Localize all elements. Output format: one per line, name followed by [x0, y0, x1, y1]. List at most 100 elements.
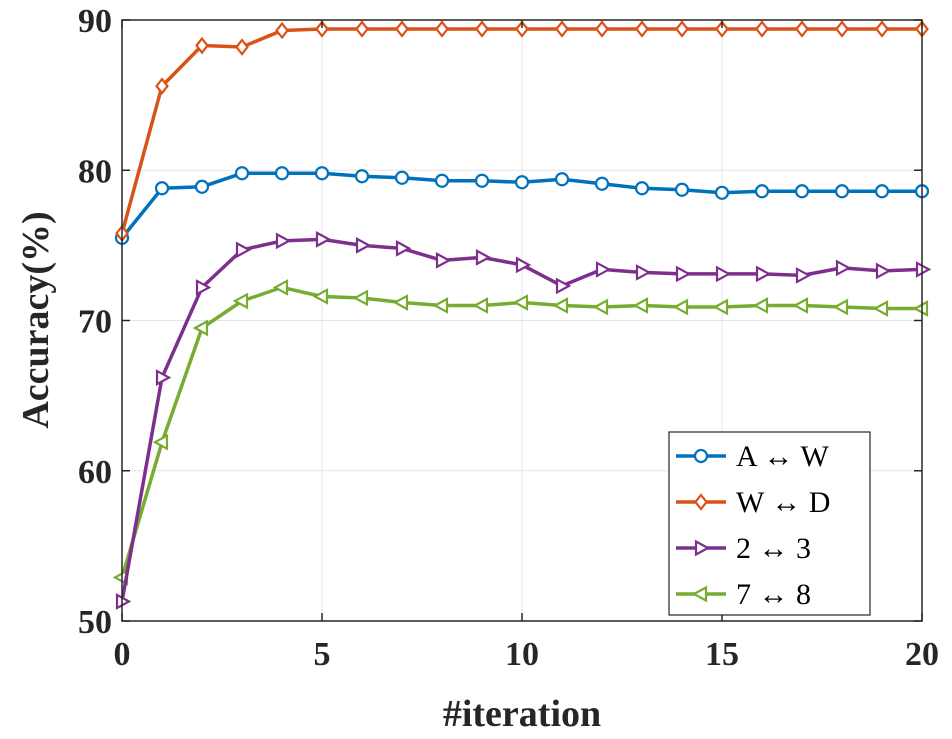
legend-label: A ↔ W: [736, 440, 829, 473]
data-point: [875, 20, 889, 38]
data-point: [754, 184, 770, 199]
data-point: [474, 173, 490, 188]
data-point: [315, 20, 329, 38]
series-2: [115, 231, 932, 610]
data-point: [355, 237, 372, 254]
data-point: [115, 593, 132, 610]
data-point: [792, 297, 809, 314]
data-point: [435, 252, 452, 269]
x-tick-label: 20: [905, 636, 939, 673]
series-layer: [112, 20, 932, 610]
data-point: [595, 261, 612, 278]
y-tick-label: 90: [78, 3, 112, 40]
legend-label: 7 ↔ 8: [736, 578, 811, 611]
data-point: [475, 249, 492, 266]
data-point: [194, 179, 210, 194]
data-point: [834, 184, 850, 199]
legend-label: 2 ↔ 3: [736, 532, 811, 565]
data-point: [274, 166, 290, 181]
data-point: [675, 20, 689, 38]
data-point: [434, 173, 450, 188]
data-point: [875, 262, 892, 280]
x-axis-label: #iteration: [443, 693, 601, 735]
data-point: [795, 267, 812, 284]
data-point: [592, 298, 609, 316]
legend: A ↔ W W ↔ D 2 ↔ 3 7 ↔ 8: [668, 431, 871, 616]
data-point: [715, 20, 729, 38]
data-point: [155, 77, 169, 95]
data-point: [874, 184, 890, 199]
data-point: [555, 20, 569, 38]
data-point: [715, 265, 732, 283]
data-point: [515, 256, 532, 274]
data-point: [232, 292, 249, 310]
data-point: [275, 21, 289, 40]
series-0: [114, 166, 930, 245]
data-point: [394, 170, 410, 185]
data-point: [235, 241, 252, 259]
data-point: [512, 294, 529, 311]
x-tick-label: 0: [114, 636, 131, 673]
legend-item: A ↔ W: [676, 440, 829, 473]
data-point: [355, 20, 369, 38]
y-tick-label: 50: [78, 604, 112, 641]
data-point: [312, 288, 329, 305]
data-point: [155, 369, 172, 386]
data-point: [272, 279, 289, 296]
data-point: [552, 297, 569, 314]
legend-item: 7 ↔ 8: [676, 578, 811, 611]
data-point: [714, 185, 730, 200]
data-point: [432, 297, 449, 314]
data-point: [832, 298, 849, 316]
legend-item: 2 ↔ 3: [676, 532, 811, 565]
data-point: [275, 232, 292, 250]
data-point: [755, 265, 772, 283]
series-3: [112, 279, 929, 586]
data-point: [555, 277, 572, 295]
ticks: 0 5 10 15 20 50 60 70 80 90: [78, 3, 939, 673]
legend-marker: [693, 448, 709, 464]
data-point: [192, 319, 209, 337]
y-tick-label: 60: [78, 454, 112, 491]
data-point: [712, 298, 729, 316]
data-point: [352, 289, 369, 307]
data-point: [472, 297, 489, 314]
data-point: [235, 38, 249, 56]
data-point: [435, 20, 449, 38]
data-point: [554, 172, 570, 187]
x-tick-label: 5: [314, 636, 331, 673]
data-point: [634, 181, 650, 196]
data-point: [395, 240, 412, 257]
data-point: [632, 297, 649, 314]
data-point: [152, 433, 169, 451]
legend-marker: [694, 539, 711, 557]
data-point: [755, 20, 769, 38]
data-point: [794, 184, 810, 199]
data-point: [234, 166, 250, 181]
data-point: [154, 181, 170, 196]
data-point: [354, 169, 370, 184]
y-axis-label: Accuracy(%): [15, 211, 57, 428]
y-tick-label: 70: [78, 304, 112, 341]
x-tick-label: 10: [505, 636, 539, 673]
data-point: [674, 182, 690, 197]
data-point: [315, 231, 332, 248]
data-point: [635, 264, 652, 281]
y-tick-label: 80: [78, 153, 112, 190]
data-point: [515, 20, 529, 38]
data-point: [195, 279, 212, 296]
x-tick-label: 15: [705, 636, 739, 673]
data-point: [912, 300, 929, 317]
data-point: [872, 300, 889, 317]
data-point: [835, 259, 852, 277]
data-point: [835, 20, 849, 38]
legend-label: W ↔ D: [736, 486, 830, 519]
data-point: [752, 297, 769, 314]
data-point: [395, 20, 409, 38]
data-point: [635, 20, 649, 38]
data-point: [672, 298, 689, 316]
legend-marker: [691, 585, 708, 603]
data-point: [594, 176, 610, 191]
data-point: [915, 261, 932, 278]
